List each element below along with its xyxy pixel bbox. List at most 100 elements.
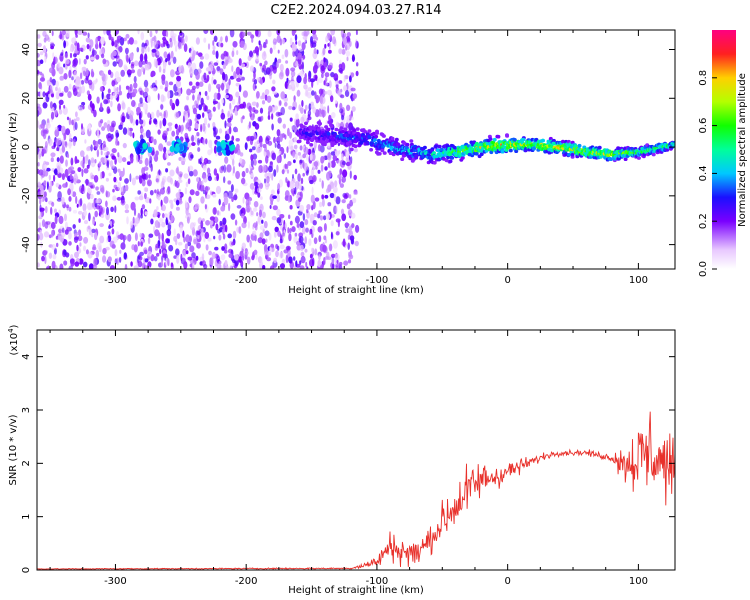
spectrogram-noise-cell: [231, 196, 234, 202]
spectrogram-noise-cell: [251, 255, 255, 261]
spectrogram-noise-cell: [195, 71, 200, 81]
spectrogram-noise-cell: [284, 222, 287, 230]
spectrogram-noise-cell: [201, 138, 205, 145]
spectrogram-signal-cell: [374, 134, 379, 139]
spectrogram-noise-cell: [217, 101, 221, 110]
spectrogram-noise-cell: [276, 193, 281, 203]
spectrogram-signal-cell: [388, 151, 393, 155]
spectrogram-noise-cell: [324, 91, 328, 95]
spectrogram-noise-cell: [151, 48, 157, 53]
spectrogram-noise-cell: [73, 87, 78, 97]
spectrogram-noise-cell: [279, 238, 283, 244]
spectrogram-noise-cell: [127, 127, 130, 136]
spectrogram-noise-cell: [121, 115, 126, 123]
spectrogram-noise-cell: [131, 100, 136, 107]
spectrogram-noise-cell: [242, 197, 245, 204]
spectrogram-noise-cell: [207, 237, 212, 242]
spectrogram-noise-cell: [101, 53, 105, 59]
spectrogram-noise-cell: [297, 52, 303, 60]
spectrogram-noise-cell: [212, 121, 216, 128]
spectrogram-noise-cell: [266, 257, 272, 262]
spectrogram-signal-cell: [310, 132, 315, 136]
spectrogram-noise-cell: [322, 244, 327, 253]
spectrogram-noise-cell: [282, 123, 286, 129]
spectrogram-signal-cell: [532, 146, 537, 150]
spectrogram-noise-cell: [249, 50, 253, 58]
spectrogram-noise-cell: [269, 246, 272, 254]
spectrogram-noise-cell: [213, 79, 217, 85]
spectrogram-noise-cell: [139, 53, 144, 62]
spectrogram-noise-cell: [94, 159, 97, 164]
spectrogram-noise-cell: [172, 56, 177, 64]
spectrogram-noise-cell: [50, 45, 54, 50]
spectrogram-noise-cell: [306, 30, 310, 35]
spectrogram-noise-cell: [301, 226, 306, 235]
spectrogram-noise-cell: [118, 90, 123, 96]
spectrogram-noise-cell: [276, 208, 281, 216]
spectrogram-noise-cell: [309, 229, 312, 236]
spectrogram-noise-cell: [155, 178, 159, 183]
spectrogram-noise-cell: [274, 226, 279, 233]
spectrogram-signal-cell: [422, 145, 427, 150]
spectrogram-noise-cell: [48, 234, 52, 239]
spectrogram-noise-cell: [184, 202, 188, 209]
spectrogram-noise-cell: [117, 103, 121, 112]
spectrogram-noise-cell: [213, 92, 218, 100]
spectrogram-noise-cell: [162, 253, 166, 258]
spectrogram-noise-cell: [43, 180, 47, 186]
spectrogram-noise-cell: [235, 82, 240, 87]
spectrogram-noise-cell: [354, 240, 359, 247]
spectrogram-noise-cell: [316, 78, 319, 86]
spectrogram-noise-cell: [328, 114, 332, 122]
spectrogram-noise-cell: [196, 177, 200, 183]
spectrogram-noise-cell: [223, 164, 227, 173]
spectrogram-noise-cell: [166, 53, 171, 62]
spectrogram-noise-cell: [224, 59, 229, 65]
spectrogram-signal-cell: [484, 149, 489, 153]
spectrogram-noise-cell: [62, 106, 68, 115]
spectrogram-noise-cell: [103, 122, 108, 129]
spectrogram-noise-cell: [348, 194, 352, 199]
spectrogram-noise-cell: [87, 187, 91, 194]
spectrogram-noise-cell: [213, 35, 218, 42]
spectrogram-noise-cell: [311, 247, 314, 253]
spectrogram-noise-cell: [185, 181, 189, 188]
spectrogram-noise-cell: [212, 207, 217, 215]
spectrogram-signal-cell: [334, 127, 339, 132]
spectrogram-noise-cell: [236, 50, 239, 56]
spectrogram-noise-cell: [88, 227, 92, 236]
spectrogram-noise-cell: [245, 61, 249, 68]
spectrogram-noise-cell: [338, 63, 343, 69]
x-tick-label: -100: [366, 576, 389, 587]
spectrogram-frame: [36, 29, 676, 270]
spectrogram-noise-cell: [290, 70, 296, 77]
spectrogram-noise-cell: [140, 214, 143, 219]
spectrogram-noise-cell: [318, 254, 321, 261]
spectrogram-noise-cell: [276, 137, 280, 142]
spectrogram-noise-cell: [341, 153, 344, 161]
spectrogram-noise-cell: [167, 186, 171, 192]
spectrogram-noise-cell: [200, 196, 205, 204]
spectrogram-noise-cell: [124, 209, 130, 214]
spectrogram-noise-cell: [133, 40, 138, 45]
spectrogram-noise-cell: [145, 197, 151, 204]
spectrogram-noise-cell: [275, 111, 281, 117]
spectrogram-noise-cell: [46, 181, 49, 190]
spectrogram-noise-cell: [68, 140, 72, 149]
spectrogram-noise-cell: [98, 205, 103, 214]
spectrogram-signal-cell: [597, 145, 602, 150]
spectrogram-noise-cell: [311, 186, 314, 195]
spectrogram-signal-cell: [489, 150, 494, 155]
spectrogram-noise-cell: [168, 244, 174, 252]
spectrogram-noise-cell: [239, 152, 244, 157]
spectrogram-noise-cell: [119, 249, 122, 254]
spectrogram-signal-cell: [560, 139, 565, 144]
spectrogram-noise-cell: [281, 54, 285, 60]
spectrogram-noise-cell: [37, 34, 41, 39]
spectrogram-noise-cell: [245, 167, 249, 174]
spectrogram-noise-cell: [45, 221, 51, 225]
spectrogram-noise-cell: [299, 260, 302, 265]
spectrogram-noise-cell: [163, 110, 166, 118]
spectrogram-noise-cell: [120, 199, 126, 206]
spectrogram-signal-cell: [512, 138, 517, 142]
